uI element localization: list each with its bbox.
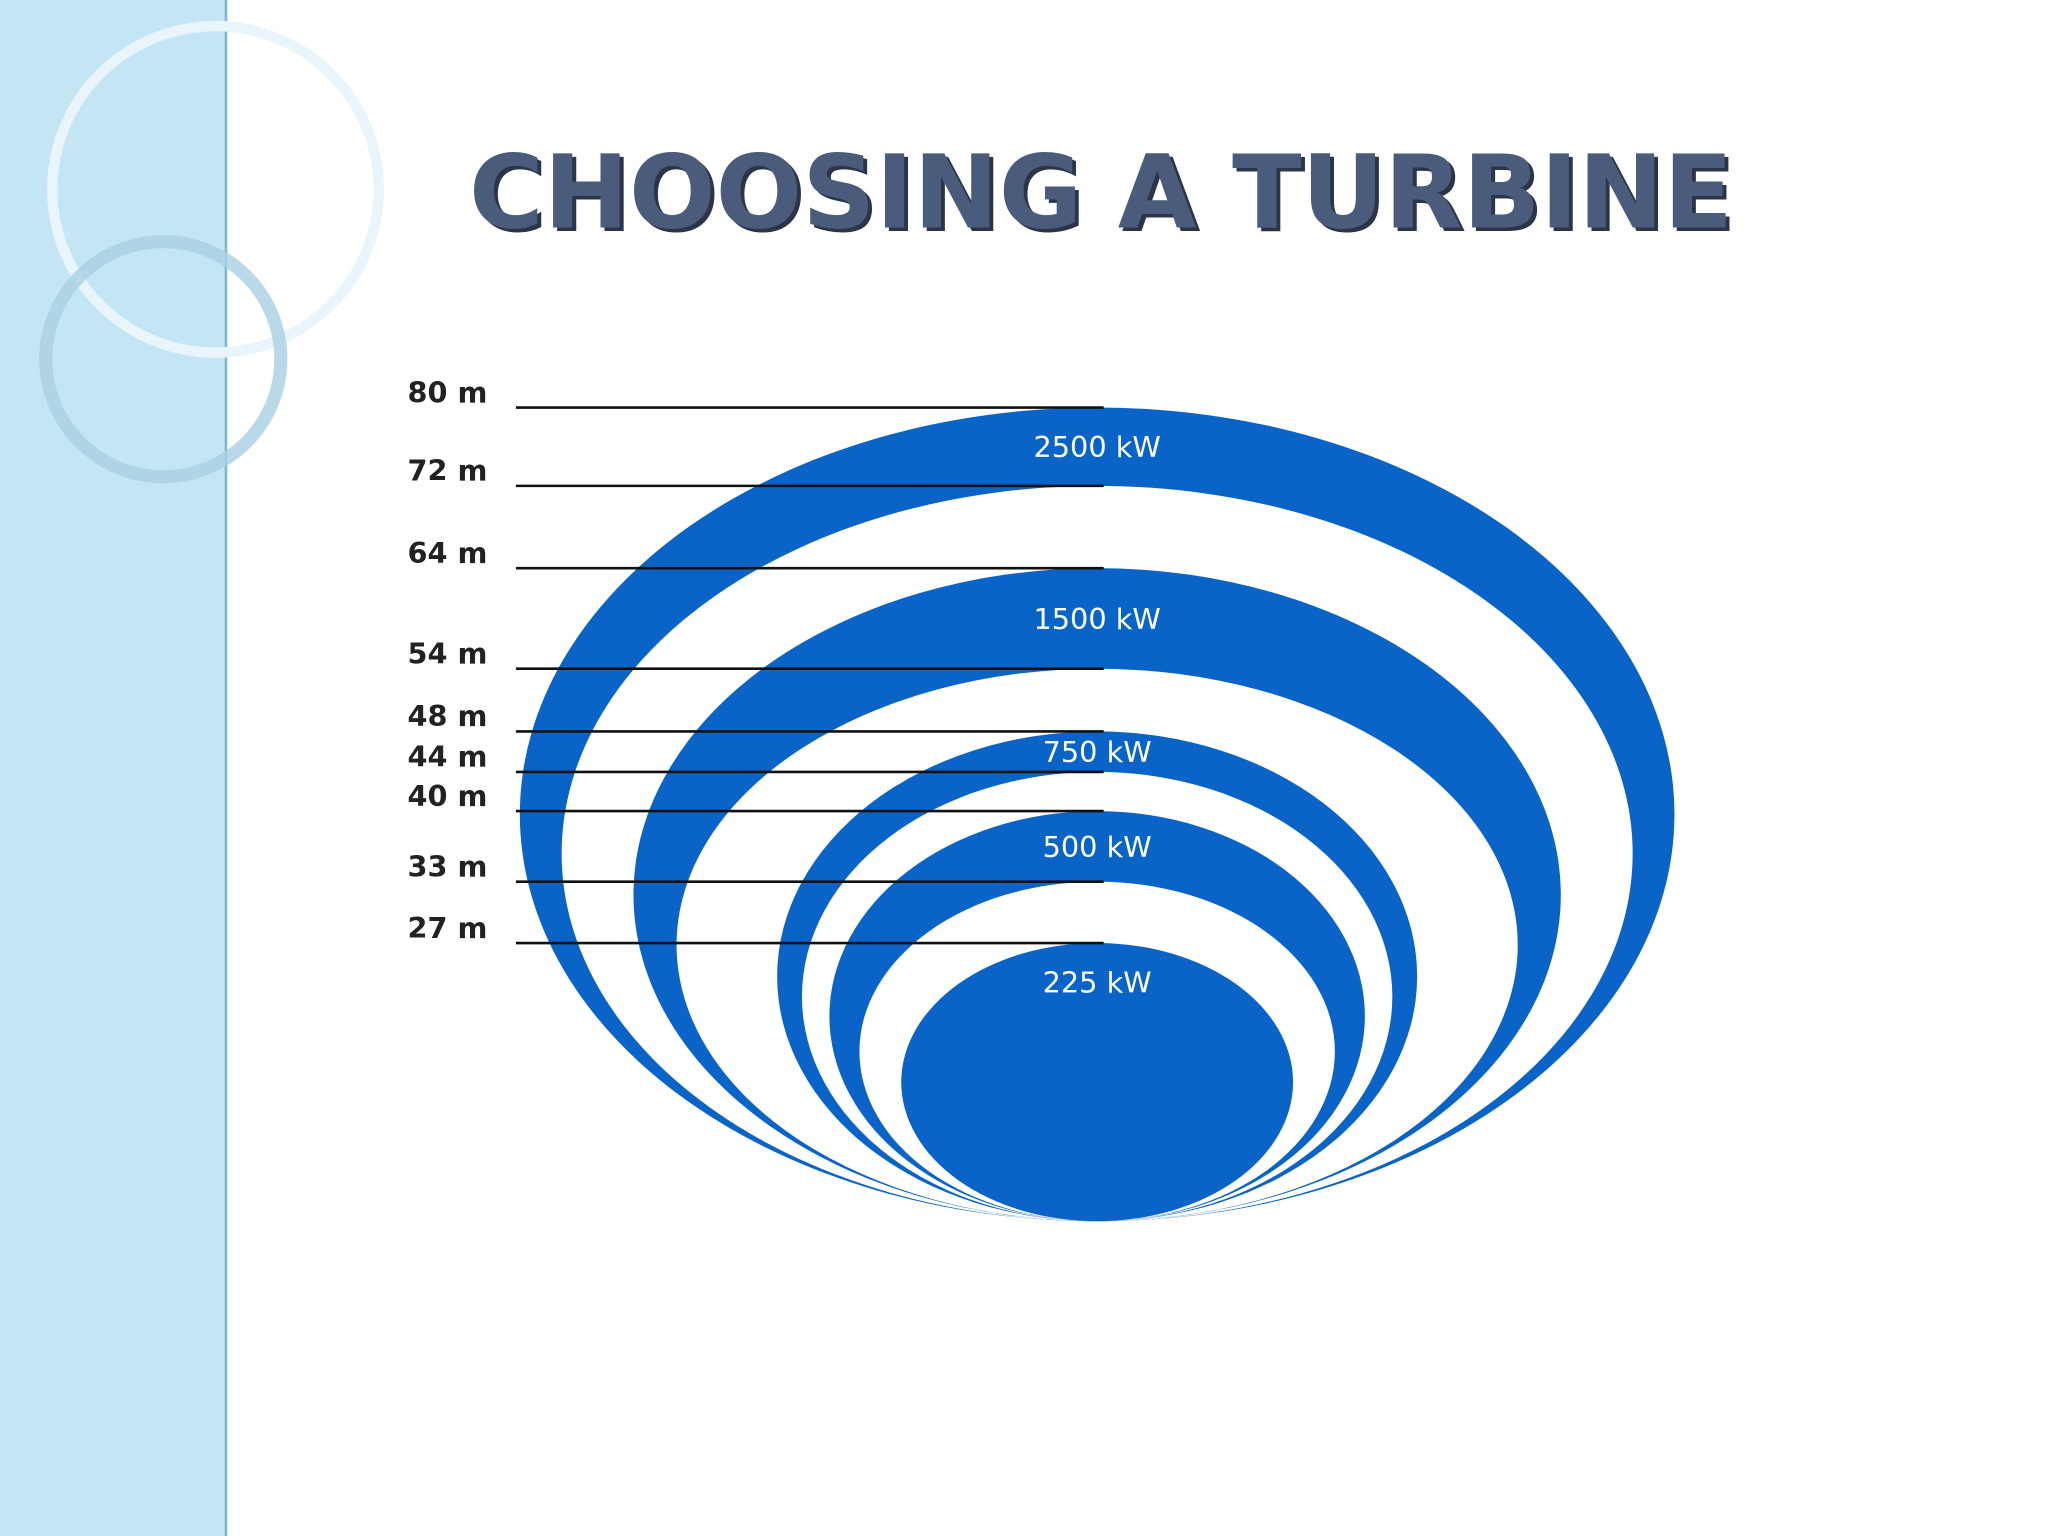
height-label: 48 m (408, 699, 488, 733)
power-label: 225 kW (1043, 966, 1152, 1000)
height-label: 33 m (408, 849, 488, 883)
power-label: 2500 kW (1034, 430, 1161, 464)
height-label: 54 m (408, 637, 488, 671)
height-label: 72 m (408, 454, 488, 488)
height-label: 40 m (408, 779, 488, 813)
height-label: 27 m (408, 911, 488, 945)
power-label: 500 kW (1043, 830, 1152, 864)
decor-ring (39, 235, 288, 484)
title: CHOOSING A TURBINE (469, 133, 1733, 252)
turbine-diagram: 80 m 2500 kW 72 m 2000 kW 64 m 1500 kW 54 m 100… (408, 375, 1675, 1222)
power-label: 1000 kW (1034, 684, 1161, 718)
ring (901, 943, 1294, 1222)
height-label: 44 m (408, 740, 488, 774)
height-label: 80 m (408, 375, 488, 409)
side-panel (0, 0, 226, 1536)
power-label: 750 kW (1043, 735, 1152, 769)
height-label: 64 m (408, 536, 488, 570)
power-label: 1500 kW (1034, 602, 1161, 636)
decor-ring (47, 20, 384, 358)
title-shadow: CHOOSING A TURBINE (473, 137, 1737, 256)
power-label: 300 kW (1043, 896, 1152, 930)
power-label: 600 kW (1043, 775, 1152, 809)
power-label: 2000 kW (1034, 510, 1161, 544)
